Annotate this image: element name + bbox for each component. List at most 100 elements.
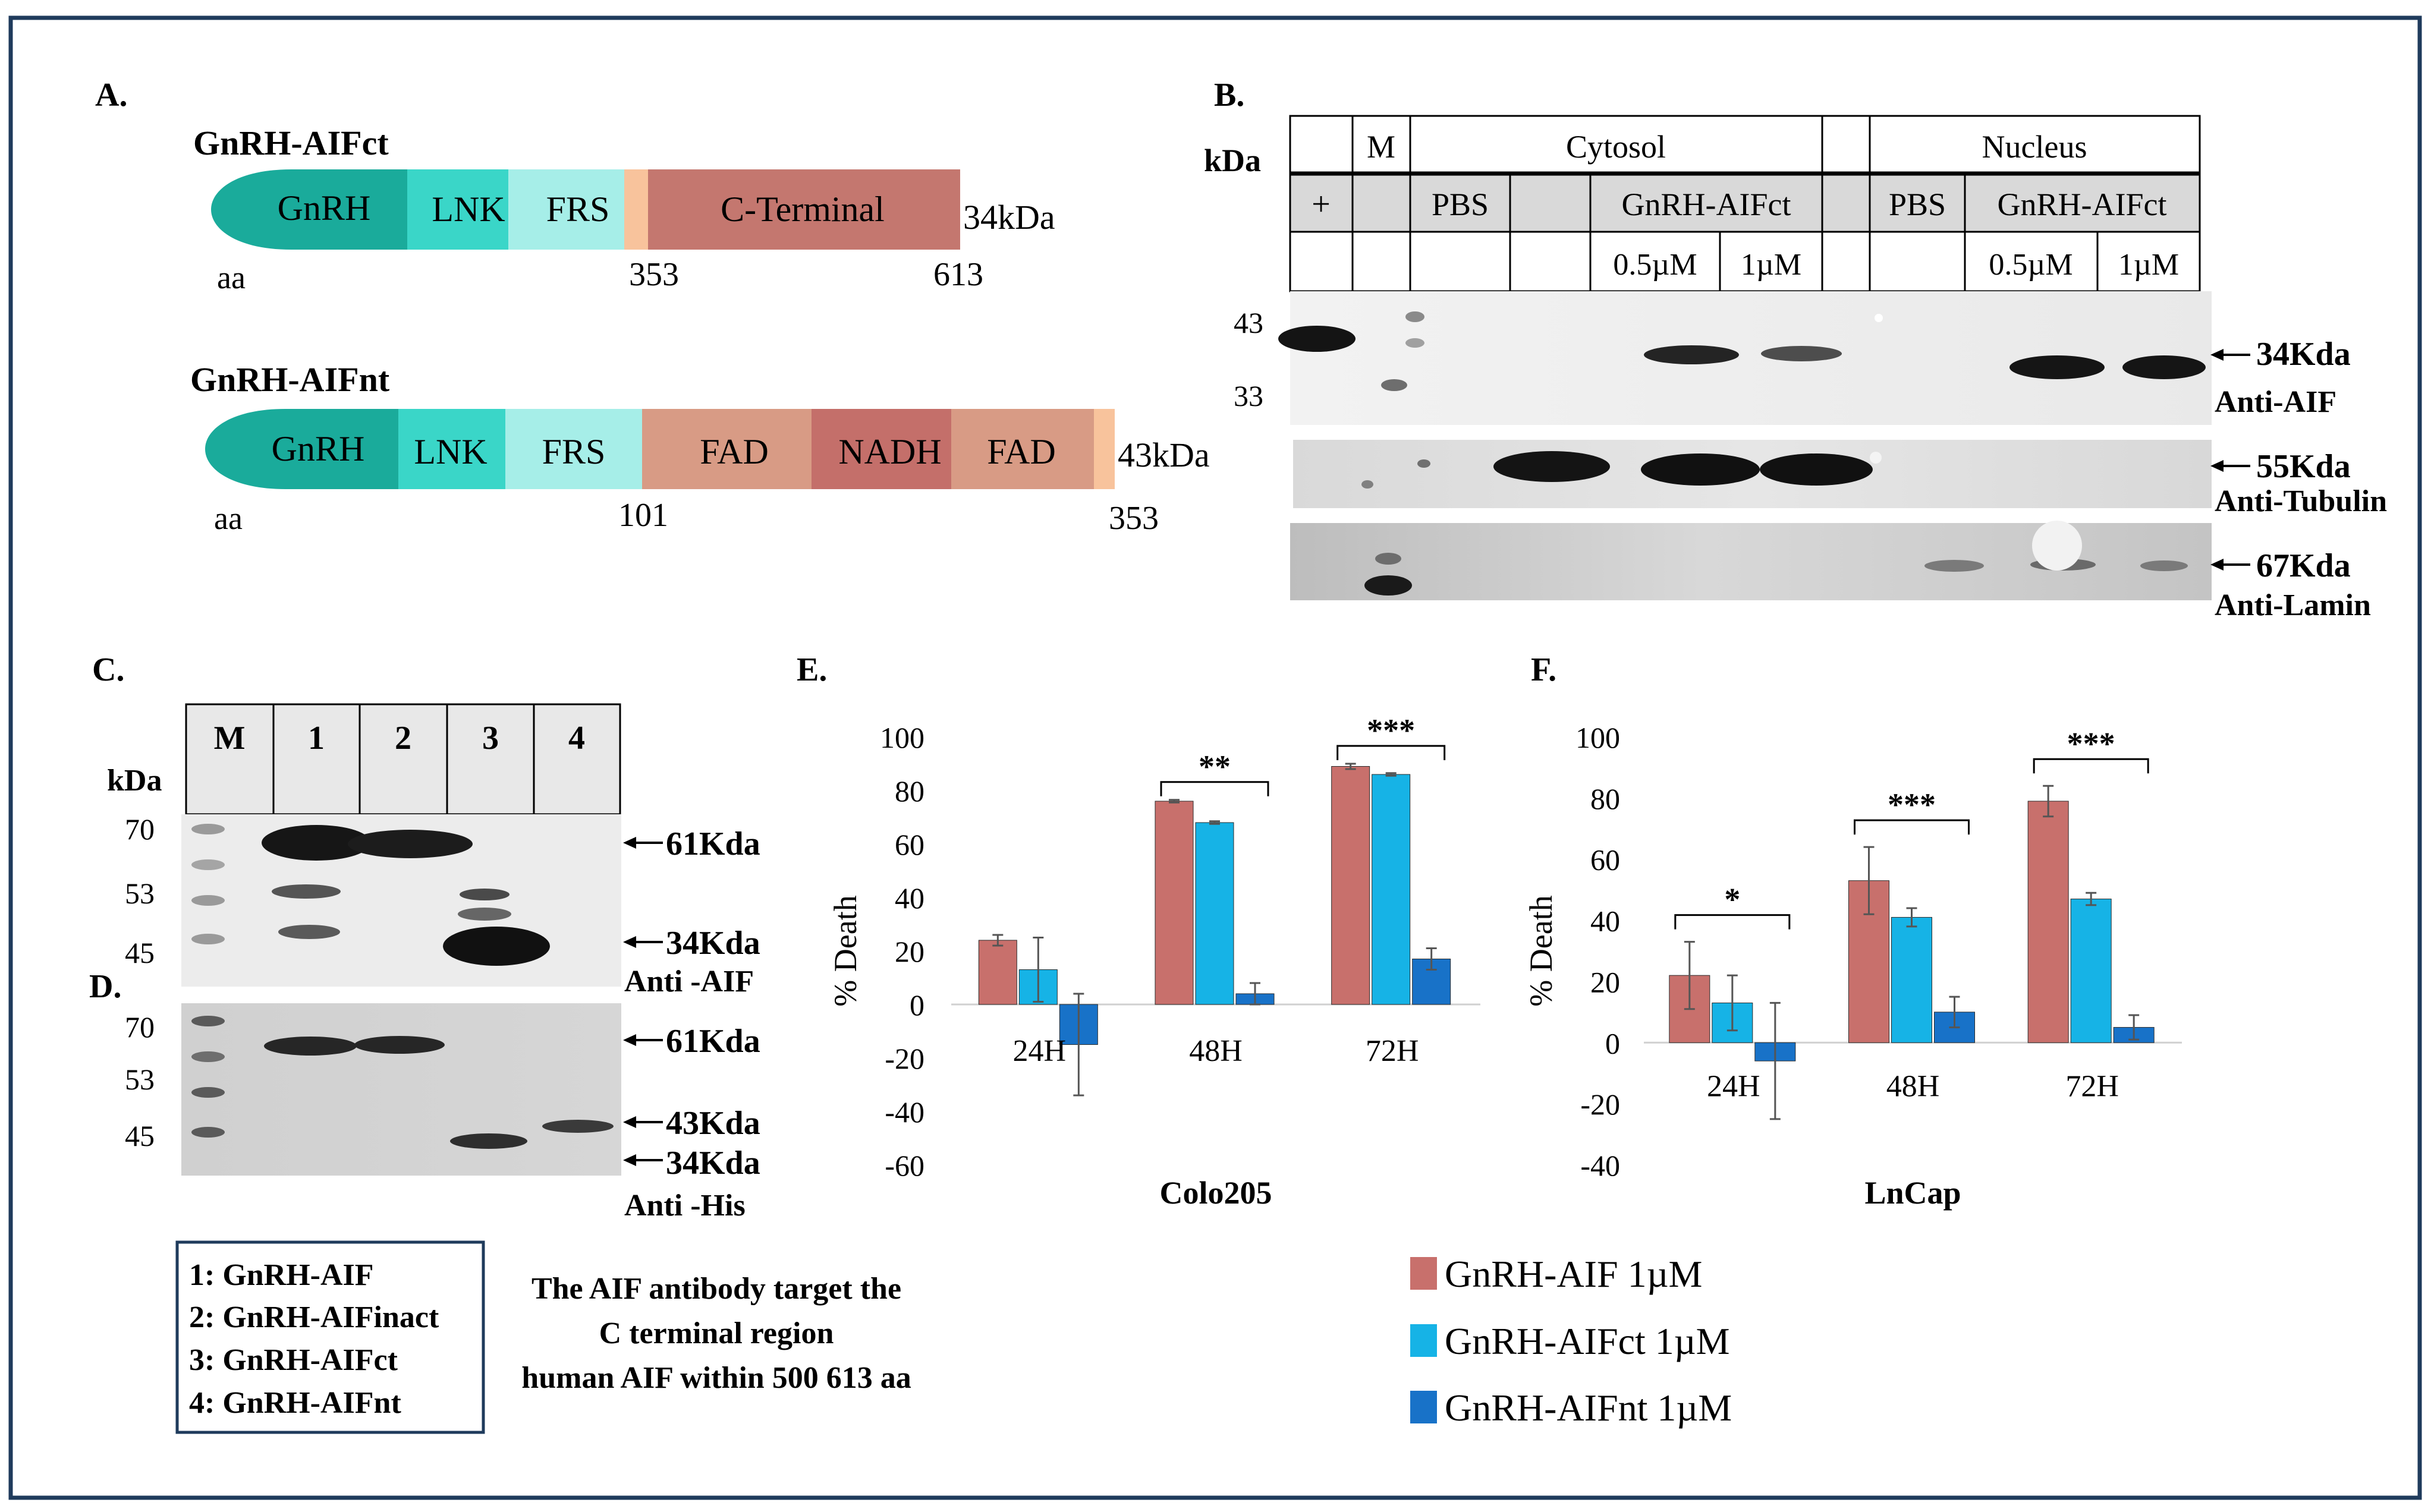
blot-b-anti-tubulin — [1293, 440, 2212, 508]
band — [1760, 453, 1873, 486]
y-tick-label: -20 — [1580, 1088, 1620, 1121]
b-header-cytosol: Cytosol — [1566, 129, 1666, 165]
c-marker-45: 45 — [125, 936, 155, 969]
nt-construct-title: GnRH-AIFnt — [190, 360, 390, 399]
nt-lnk-label: LNK — [414, 432, 487, 471]
band — [348, 830, 473, 858]
d-marker-53: 53 — [125, 1063, 155, 1096]
chart-e: 100 80 60 40 20 0 -20 -40 -60 % Death Colo205 24H 48… — [828, 713, 1480, 1211]
note-line-1: The AIF antibody target the — [532, 1272, 901, 1306]
b-header-pbs1: PBS — [1432, 187, 1489, 222]
c-marker-70: 70 — [125, 812, 155, 846]
legend-label-nt: GnRH-AIFnt 1µM — [1445, 1387, 1732, 1429]
category-label: 48H — [1886, 1069, 1940, 1103]
y-tick-label: 100 — [1575, 721, 1620, 754]
ct-pos-start: 353 — [629, 256, 679, 293]
nt-gnrh-label: GnRH — [272, 429, 365, 468]
b-header-conc1: 0.5µM — [1613, 248, 1697, 282]
band — [262, 825, 371, 861]
ct-cterminal-segment — [648, 169, 960, 250]
panel-c-label: C. — [92, 651, 124, 688]
note-line-2: C terminal region — [599, 1316, 834, 1350]
nt-fad2-label: FAD — [987, 432, 1056, 471]
note-line-3: human AIF within 500 613 aa — [521, 1361, 911, 1395]
band — [1761, 346, 1842, 361]
b-marker-33: 33 — [1234, 379, 1263, 412]
y-axis-label: % Death — [828, 895, 863, 1006]
nt-nadh-label: NADH — [838, 432, 941, 471]
panel-b-kda: kDa — [1204, 143, 1261, 178]
ct-frs-label: FRS — [546, 190, 610, 229]
figure-frame — [8, 15, 2422, 1500]
c-lane-2: 2 — [395, 720, 411, 757]
c-lane-4: 4 — [568, 720, 585, 757]
category-label: 24H — [1013, 1034, 1067, 1068]
c-annotations: 61Kda 34Kda Anti -AIF — [623, 826, 760, 998]
ct-construct-diagram: GnRH LNK FRS C-Terminal — [211, 169, 960, 250]
c-lane-3: 3 — [482, 720, 499, 757]
ct-aa-label: aa — [217, 260, 246, 295]
nt-nadh-segment — [812, 409, 951, 489]
legend-swatch-nt — [1410, 1391, 1437, 1423]
y-tick-label: 60 — [895, 828, 924, 861]
y-tick-label: -40 — [1580, 1149, 1620, 1182]
b-header-conc3: 0.5µM — [1989, 248, 2073, 282]
key-item-2: 2: GnRH-AIFinact — [189, 1300, 439, 1334]
bar-72H-s0 — [2027, 801, 2069, 1043]
ct-gnrh-segment — [211, 169, 407, 250]
b-header-gnrh1: GnRH-AIFct — [1622, 187, 1791, 222]
category-label: 24H — [1707, 1069, 1760, 1103]
blot-c-anti-aif — [181, 814, 621, 987]
category-label: 72H — [2065, 1069, 2119, 1103]
ct-lnk-segment — [407, 169, 508, 250]
significance-bracket — [1674, 914, 1791, 930]
band — [1493, 451, 1610, 482]
significance-bracket — [1336, 745, 1446, 760]
y-tick-label: 80 — [895, 774, 924, 808]
y-tick-label: 40 — [895, 881, 924, 915]
ct-construct-title: GnRH-AIFct — [193, 124, 389, 162]
nt-aa-label: aa — [214, 500, 243, 536]
panel-f-label: F. — [1531, 651, 1556, 688]
ct-lnk-label: LNK — [432, 190, 505, 229]
b-header-conc4: 1µM — [2118, 248, 2179, 282]
d-band-61kda: 61Kda — [666, 1023, 760, 1060]
legend-swatch-ct — [1410, 1324, 1437, 1357]
chart-legend: GnRH-AIF 1µM GnRH-AIFct 1µM GnRH-AIFnt 1… — [1410, 1253, 1732, 1429]
y-tick-label: -40 — [885, 1095, 924, 1129]
significance-label: *** — [2067, 726, 2115, 761]
y-tick-label: 40 — [1590, 905, 1620, 938]
bar-48H-s1 — [1195, 822, 1234, 1005]
nt-gnrh-segment — [205, 409, 398, 489]
significance-bracket — [2033, 758, 2149, 774]
c-marker-53: 53 — [125, 877, 155, 910]
y-tick-label: 20 — [1590, 965, 1620, 998]
band — [1924, 560, 1984, 572]
lane-key-box: 1: GnRH-AIF 2: GnRH-AIFinact 3: GnRH-AIF… — [175, 1240, 485, 1434]
d-marker-45: 45 — [125, 1119, 155, 1152]
d-antibody: Anti -His — [624, 1189, 746, 1223]
nt-pos-start: 101 — [618, 497, 668, 534]
nt-frs-label: FRS — [542, 432, 606, 471]
d-band-34kda: 34Kda — [666, 1145, 760, 1182]
significance-label: *** — [1888, 787, 1936, 823]
nt-fad1-segment — [642, 409, 812, 489]
y-tick-label: -60 — [885, 1149, 924, 1182]
band — [443, 927, 550, 966]
panel-e-label: E. — [797, 651, 827, 688]
ct-gnrh-label: GnRH — [278, 188, 371, 228]
y-tick-label: 80 — [1590, 782, 1620, 815]
b-band-67kda: 67Kda — [2256, 547, 2351, 584]
b-band-55kda: 55Kda — [2256, 448, 2351, 485]
b-header-nucleus: Nucleus — [1982, 129, 2087, 165]
significance-label: * — [1724, 882, 1740, 918]
band — [2122, 355, 2206, 379]
category-label: 48H — [1189, 1034, 1243, 1068]
key-item-1: 1: GnRH-AIF — [189, 1258, 374, 1292]
y-tick-label: 0 — [1605, 1026, 1620, 1060]
ct-frs-segment — [508, 169, 624, 250]
nt-frs-segment — [505, 409, 642, 489]
chart-f: 100 80 60 40 20 0 -20 -40 % Death LnCap 24H * 48H ***… — [1523, 721, 2182, 1211]
bar-72H-s1 — [1372, 774, 1411, 1005]
x-axis-label: Colo205 — [1160, 1175, 1272, 1211]
